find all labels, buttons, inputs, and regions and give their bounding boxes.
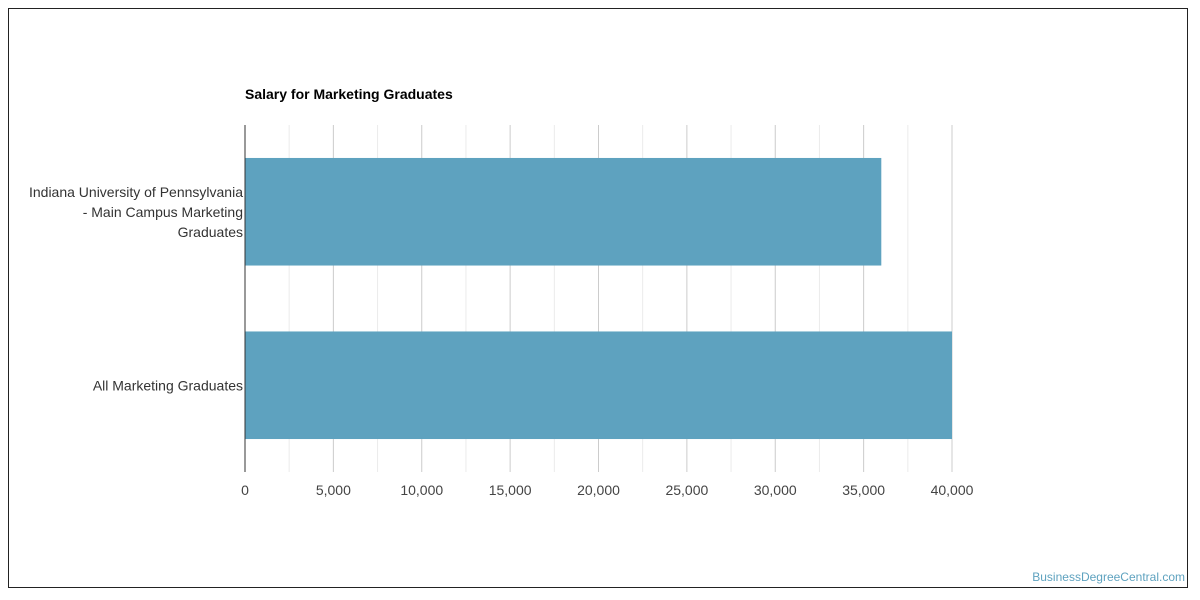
- x-tick-label: 25,000: [665, 482, 708, 498]
- x-tick-label: 35,000: [842, 482, 885, 498]
- watermark-link[interactable]: BusinessDegreeCentral.com: [1032, 570, 1185, 584]
- x-tick-label: 5,000: [316, 482, 351, 498]
- x-tick-label: 20,000: [577, 482, 620, 498]
- category-label: All Marketing Graduates: [93, 377, 243, 393]
- x-tick-label: 0: [241, 482, 249, 498]
- x-tick-label: 15,000: [489, 482, 532, 498]
- x-tick-label: 10,000: [400, 482, 443, 498]
- bar: [245, 157, 882, 266]
- category-label-line: All Marketing Graduates: [93, 377, 243, 393]
- category-label-line: - Main Campus Marketing: [83, 204, 243, 220]
- x-tick-label: 30,000: [754, 482, 797, 498]
- category-label-line: Indiana University of Pennsylvania: [29, 184, 243, 200]
- category-label: Indiana University of Pennsylvania - Main…: [29, 184, 243, 240]
- bar: [245, 331, 952, 440]
- x-tick-label: 40,000: [931, 482, 974, 498]
- category-label-line: Graduates: [178, 224, 243, 240]
- chart-title: Salary for Marketing Graduates: [245, 86, 453, 102]
